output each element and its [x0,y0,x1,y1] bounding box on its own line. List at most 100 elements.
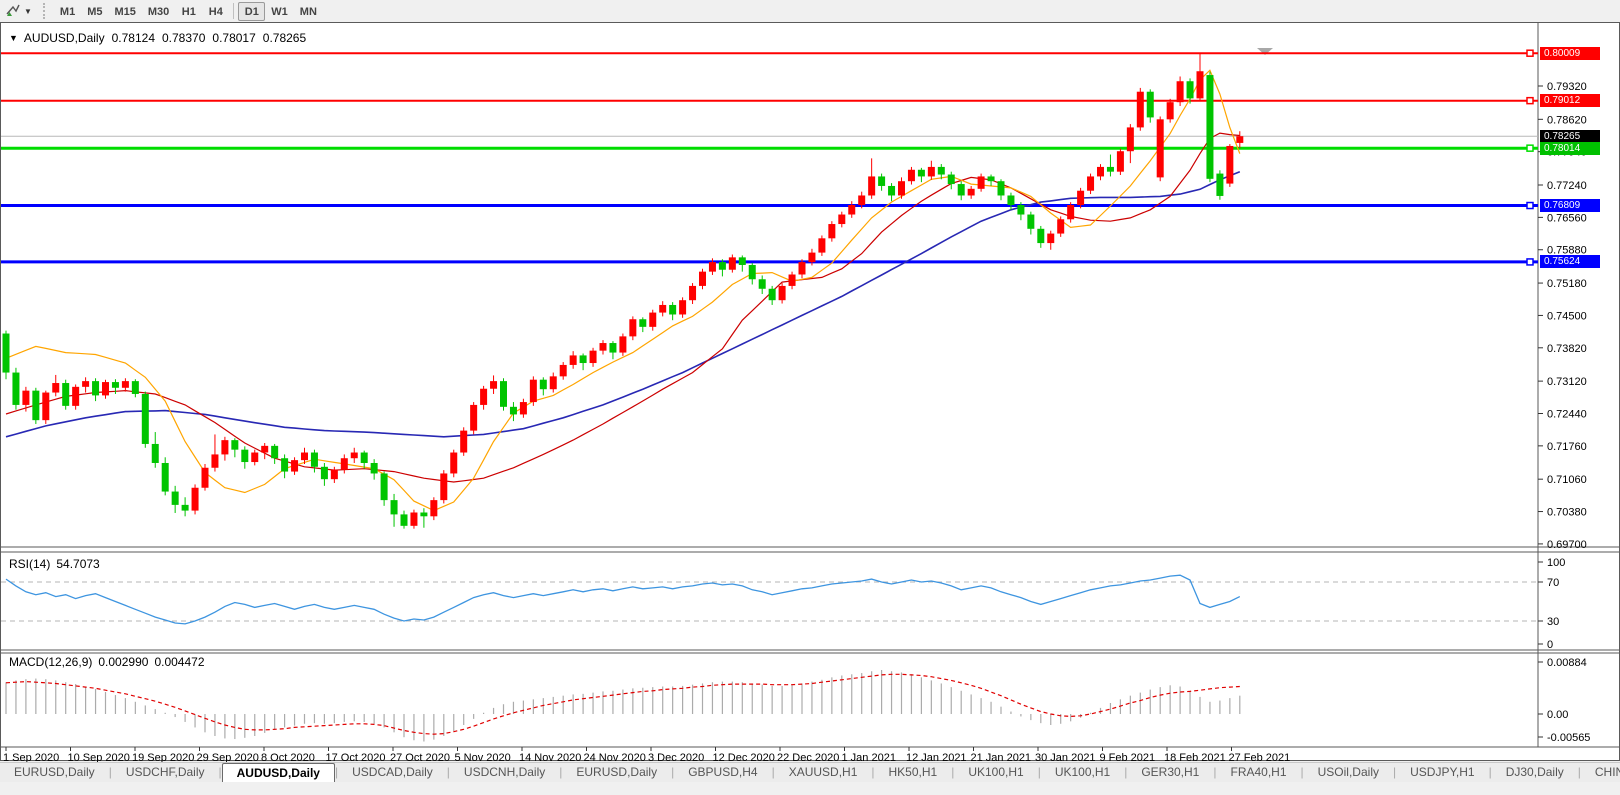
chart-shift-marker-icon[interactable] [1257,48,1273,55]
candle-body [301,452,308,461]
tab-usdchf-daily[interactable]: USDCHF,Daily [125,765,205,779]
candle-body [599,343,607,351]
candle-body [549,376,557,390]
chart-drawing-tool-button[interactable]: ▼ [2,3,35,19]
timeframe-button-m30[interactable]: M30 [147,5,170,18]
tab-china300-h1[interactable]: CHINA300,H1 [1594,765,1620,779]
candle-body [927,166,935,177]
horizontal-level-lines [1,49,1538,266]
tab-gbpusd-h4[interactable]: GBPUSD,H4 [688,765,758,779]
tab-divider: | [446,765,450,779]
candle-body [718,262,726,270]
macd-name: MACD(12,26,9) [9,655,93,669]
chart-canvas[interactable]: 0.793200.786200.779400.772400.765600.758… [1,23,1620,762]
candle-body [1176,81,1184,103]
ohlc-low: 0.78017 [212,31,256,45]
candle-body [1206,75,1214,179]
candle-body [82,381,90,387]
tab-hk50-h1[interactable]: HK50,H1 [888,765,938,779]
timeframe-buttons: M1 M5 M15 M30 H1 H4 D1 W1 MN [54,1,323,21]
timeframe-button-mn[interactable]: MN [299,5,317,18]
candle-body [161,462,169,492]
price-badge-0.75624: 0.75624 [1540,255,1600,269]
level-line-handle[interactable] [1526,144,1534,152]
candle-body [340,458,348,470]
candle-body [231,440,239,450]
timeframe-button-m5[interactable]: M5 [87,5,103,18]
candle-body [1037,228,1045,244]
candle-body [72,386,80,406]
tab-fra40-h1[interactable]: FRA40,H1 [1230,765,1287,779]
symbol-tabs: EURUSD,Daily | USDCHF,Daily | AUDUSD,Daily | U… [0,763,1620,782]
timeframe-button-h1[interactable]: H1 [181,5,196,18]
candle-body [898,181,905,196]
price-badge-0.80009: 0.80009 [1540,46,1600,60]
toolbar-grip-handle[interactable] [42,3,48,19]
tab-usoil-daily[interactable]: USOil,Daily [1317,765,1379,779]
macd-indicator-label: MACD(12,26,9) 0.002990 0.004472 [9,655,211,669]
candle-body [758,279,766,289]
candle-body [151,443,159,463]
timeframe-button-m1[interactable]: M1 [59,5,76,18]
price-tick-label: 0.77240 [1547,180,1587,192]
candle-body [52,383,60,393]
tab-divider: | [218,765,222,779]
candle-body [12,372,20,405]
candle-body [2,333,10,373]
tab-usdcnh-daily[interactable]: USDCNH,Daily [463,765,546,779]
ohlc-open: 0.78124 [111,31,155,45]
tab-divider: | [1392,765,1397,779]
level-line-handle[interactable] [1526,201,1534,210]
candle-body [1087,176,1095,191]
tab-usdjpy-h1[interactable]: USDJPY,H1 [1410,765,1475,779]
tab-xauusd-h1[interactable]: XAUUSD,H1 [788,765,858,779]
candle-body [708,262,716,272]
timeframe-button-w1[interactable]: W1 [271,5,288,18]
rsi-name: RSI(14) [9,557,51,571]
tab-usdcad-daily[interactable]: USDCAD,Daily [352,765,433,779]
candle-body [907,169,915,182]
rsi-tick-label: 100 [1547,557,1565,569]
tab-audusd-daily[interactable]: AUDUSD,Daily [221,763,335,782]
candle-body [261,445,269,453]
timeframe-button-d1[interactable]: D1 [238,1,266,21]
date-tick-label: 24 Nov 2020 [584,752,646,762]
candle-body [1067,205,1075,220]
tab-uk100-h1[interactable]: UK100,H1 [968,765,1024,779]
level-line-handle[interactable] [1526,49,1534,57]
level-line-handle[interactable] [1526,258,1534,266]
candle-body [1126,127,1134,152]
macd-signal-line [5,673,1240,735]
candle-body [1156,119,1164,178]
chart-window: 0.793200.786200.779400.772400.765600.758… [0,22,1620,762]
candle-body [987,176,995,182]
tab-ger30-h1[interactable]: GER30,H1 [1141,765,1200,779]
tab-dj30-daily[interactable]: DJ30,Daily [1505,765,1564,779]
candle-body [589,350,597,364]
candle-body [778,285,786,301]
tab-eurusd-daily[interactable]: EURUSD,Daily [14,765,95,779]
ma-slow-line [5,170,1241,438]
tab-uk100-h1[interactable]: UK100,H1 [1054,765,1111,779]
candle-body [997,181,1005,196]
date-tick-label: 1 Jan 2021 [842,752,896,762]
chart-menu-caret-icon[interactable]: ▼ [9,33,18,43]
toolbar: ▼ M1 M5 M15 M30 H1 H4 D1 W1 MN [0,0,1620,22]
ohlc-high: 0.78370 [162,31,206,45]
candle-body [1116,151,1124,172]
rsi-line [5,574,1241,625]
timeframe-button-h4[interactable]: H4 [208,5,223,18]
rsi-indicator-label: RSI(14) 54.7073 [9,557,106,571]
candle-body [519,402,527,415]
candle-body [579,355,587,364]
candle-body [699,271,706,286]
candle-body [251,452,259,463]
price-badge-0.79012: 0.79012 [1540,94,1600,108]
candle-body [111,382,119,388]
timeframe-button-m15[interactable]: M15 [114,5,136,18]
level-line-handle[interactable] [1526,96,1534,105]
candle-body [440,473,448,501]
candle-body [947,174,955,185]
tab-eurusd-daily[interactable]: EURUSD,Daily [576,765,658,779]
candle-body [171,491,179,505]
